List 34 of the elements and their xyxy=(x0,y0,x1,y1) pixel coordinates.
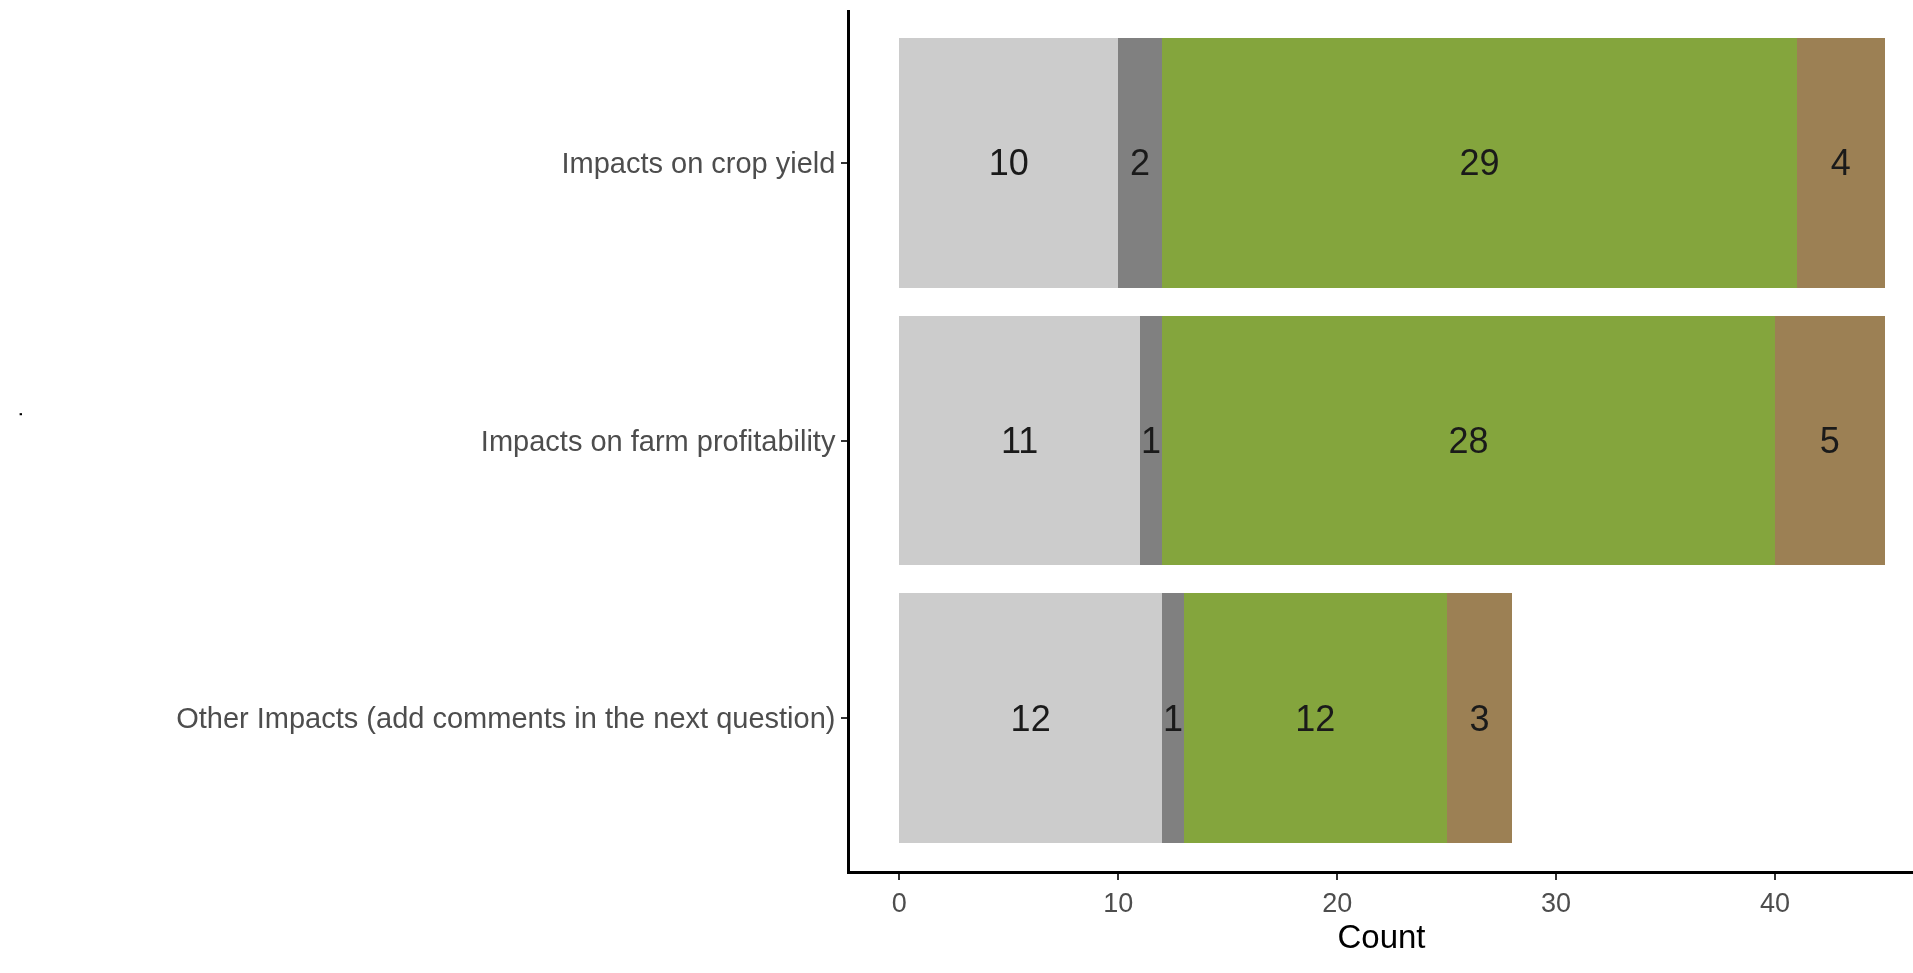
data-label: 11 xyxy=(1001,420,1039,461)
data-label: 10 xyxy=(988,142,1029,184)
bar xyxy=(1446,593,1513,844)
text: . xyxy=(1,411,27,418)
bar xyxy=(1162,315,1776,566)
y-tick-label: Other Impacts (add comments in the next question) xyxy=(176,702,836,735)
x-tick-label: 40 xyxy=(1760,888,1791,919)
data-label: 5 xyxy=(1819,420,1840,461)
data-label: 1 xyxy=(1162,697,1183,739)
data-label: 3 xyxy=(1469,697,1490,739)
x-tick-label: 0 xyxy=(891,888,907,919)
bar xyxy=(1162,37,1797,288)
data-label: 1 xyxy=(1141,420,1162,461)
bar xyxy=(1796,37,1885,288)
y-tick-label: Impacts on farm profitability xyxy=(480,424,836,457)
data-label: 2 xyxy=(1130,142,1151,184)
bar xyxy=(1118,37,1162,288)
bar xyxy=(1162,593,1184,844)
x-tick-label: 10 xyxy=(1103,888,1134,919)
data-label: 28 xyxy=(1448,420,1489,461)
bar xyxy=(899,37,1119,288)
bar xyxy=(1140,315,1162,566)
bar xyxy=(1183,593,1447,844)
data-label: 4 xyxy=(1830,142,1851,184)
bar xyxy=(899,315,1141,566)
x-axis-title: Count xyxy=(1337,918,1426,956)
y-tick-label: Impacts on crop yield xyxy=(561,146,836,179)
data-label: 29 xyxy=(1459,142,1500,184)
data-label: 12 xyxy=(1295,697,1336,739)
x-tick-label: 30 xyxy=(1541,888,1572,919)
x-tick-label: 20 xyxy=(1322,888,1353,919)
bar xyxy=(899,593,1162,844)
bar xyxy=(1775,315,1885,566)
data-label: 12 xyxy=(1010,697,1051,739)
